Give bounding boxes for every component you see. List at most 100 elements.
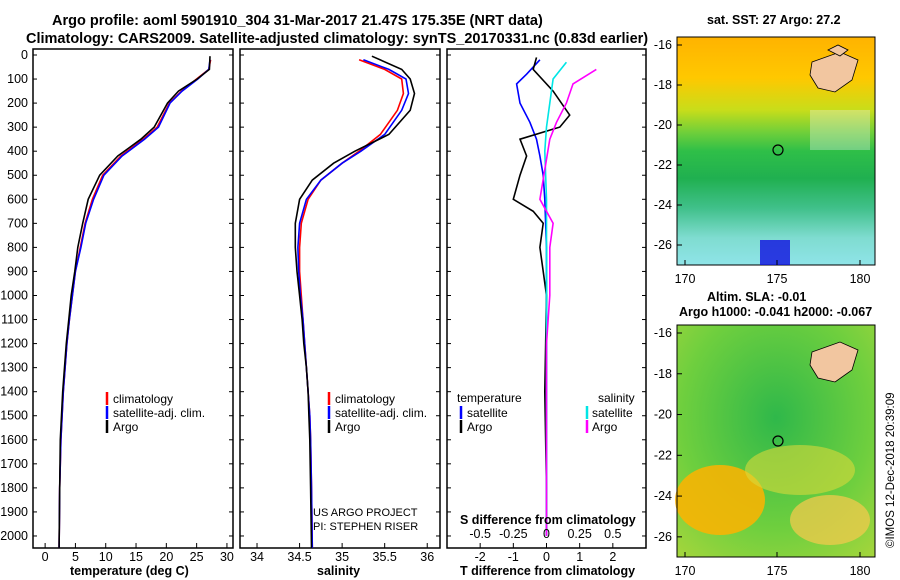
legend-t-argo-label: Argo	[467, 420, 493, 434]
depth-tick-label: 1600	[0, 433, 28, 447]
difference-lines	[512, 57, 597, 536]
fiji-island	[809, 341, 859, 383]
salinity-legend: climatology satellite-adj. clim. Argo	[327, 392, 427, 434]
map-y-tick-label: -16	[654, 326, 672, 340]
series-line-temperature-argo	[512, 57, 571, 536]
depth-tick-label: 500	[7, 168, 28, 182]
depth-tick-label: 1800	[0, 481, 28, 495]
series-line-argo	[294, 55, 416, 549]
x-tick-label: 35	[335, 550, 349, 564]
difference-xlabel: T difference from climatology	[460, 564, 635, 578]
credit-project: US ARGO PROJECT	[313, 507, 418, 519]
series-line-satellite-adj-clim-	[58, 59, 211, 549]
temperature-panel: 0 5 10 15 20 25 30 temperature (deg C) climato…	[32, 48, 234, 578]
difference-x-axis: -2 -1 0 1 2	[475, 543, 616, 564]
sst-map-axes: -16 -18 -20 -22 -24 -26 170 175 180	[654, 38, 871, 286]
legend-climatology-label: climatology	[335, 392, 395, 406]
map-x-tick-label: 170	[675, 564, 696, 578]
legend-climatology-label: climatology	[113, 392, 173, 406]
temperature-x-axis: 0 5 10 15 20 25 30	[42, 543, 234, 564]
x-tick-label: 34	[250, 550, 264, 564]
sla-map-frame	[676, 324, 876, 558]
fiji-island-north	[827, 44, 849, 57]
x-tick-label: 1	[576, 550, 583, 564]
s-difference-title: S difference from climatology	[460, 513, 636, 527]
map-y-tick-label: -20	[654, 118, 672, 132]
depth-tick-label: 0	[21, 48, 28, 62]
series-line-temperature-satellite	[515, 59, 548, 536]
temperature-xlabel: temperature (deg C)	[70, 564, 189, 578]
salinity-xlabel: salinity	[317, 564, 360, 578]
imos-stamp: ©IMOS 12-Dec-2018 20:39:09	[885, 392, 897, 548]
sst-map-title: sat. SST: 27 Argo: 27.2	[707, 13, 841, 27]
argo-float-marker	[772, 435, 784, 447]
depth-tick-label: 1900	[0, 505, 28, 519]
x-tick-label: 10	[99, 550, 113, 564]
depth-tick-label: 1100	[1, 313, 28, 327]
sst-missing-data	[810, 110, 870, 150]
sst-cold-patch	[760, 240, 790, 265]
series-line-argo	[58, 56, 211, 549]
map-x-tick-label: 180	[850, 564, 871, 578]
legend-salinity-title: salinity	[598, 391, 635, 405]
series-line-salinity-argo	[539, 68, 597, 536]
legend-t-satellite-label: satellite	[467, 406, 508, 420]
x-tick-label: 30	[220, 550, 234, 564]
depth-tick-label: 1400	[0, 385, 28, 399]
temperature-plot-frame	[32, 48, 234, 549]
temperature-legend: climatology satellite-adj. clim. Argo	[105, 392, 205, 434]
series-line-climatology	[298, 59, 405, 549]
difference-panel: -2 -1 0 1 2 T difference from climatology S …	[446, 48, 647, 578]
series-line-climatology	[58, 59, 212, 549]
map-y-tick-label: -26	[654, 530, 672, 544]
map-y-tick-label: -22	[654, 158, 672, 172]
s-tick-label: -0.5	[469, 527, 491, 541]
sla-map-title1: Altim. SLA: -0.01	[707, 290, 806, 304]
legend-argo-label: Argo	[113, 420, 139, 434]
map-y-tick-label: -18	[654, 367, 672, 381]
x-tick-label: 5	[72, 550, 79, 564]
figure-title-line1: Argo profile: aoml 5901910_304 31-Mar-20…	[52, 13, 543, 29]
x-tick-label: -1	[508, 550, 519, 564]
depth-tick-label: 1300	[0, 361, 28, 375]
map-x-tick-label: 175	[767, 272, 788, 286]
map-x-tick-label: 170	[675, 272, 696, 286]
series-line-satellite-adj-clim-	[297, 59, 410, 549]
map-y-tick-label: -20	[654, 408, 672, 422]
series-line-salinity-satellite	[543, 61, 568, 536]
depth-tick-label: 1500	[0, 409, 28, 423]
legend-satellite-label: satellite-adj. clim.	[113, 406, 205, 420]
depth-tick-label: 400	[7, 144, 28, 158]
map-x-tick-label: 180	[850, 272, 871, 286]
legend-satellite-label: satellite-adj. clim.	[335, 406, 427, 420]
x-tick-label: 36	[420, 550, 434, 564]
x-tick-label: 34.5	[287, 550, 311, 564]
map-y-tick-label: -22	[654, 448, 672, 462]
difference-legend: temperature salinity satellite Argo sate…	[457, 391, 635, 434]
s-tick-label: 0.25	[567, 527, 591, 541]
depth-tick-label: 600	[7, 192, 28, 206]
sla-anomaly-high	[675, 465, 765, 535]
map-x-tick-label: 175	[767, 564, 788, 578]
legend-temperature-title: temperature	[457, 391, 522, 405]
legend-argo-label: Argo	[335, 420, 361, 434]
map-y-tick-label: -18	[654, 78, 672, 92]
salinity-panel: 34 34.5 35 35.5 36 salinity climatology sate…	[239, 48, 441, 578]
temperature-lines	[58, 56, 212, 549]
sla-anomaly-mid	[745, 445, 855, 495]
salinity-plot-frame	[239, 48, 441, 549]
x-tick-label: 15	[129, 550, 143, 564]
s-tick-label: -0.25	[499, 527, 528, 541]
credit-pi: PI: STEPHEN RISER	[313, 521, 418, 533]
s-tick-label: 0.5	[604, 527, 621, 541]
depth-tick-label: 100	[7, 72, 28, 86]
map-y-tick-label: -24	[654, 198, 672, 212]
legend-s-satellite-label: satellite	[592, 406, 633, 420]
s-tick-label: 0	[543, 527, 550, 541]
x-tick-label: 25	[190, 550, 204, 564]
depth-tick-label: 800	[7, 240, 28, 254]
x-tick-label: 35.5	[373, 550, 397, 564]
depth-tick-label: 300	[7, 120, 28, 134]
